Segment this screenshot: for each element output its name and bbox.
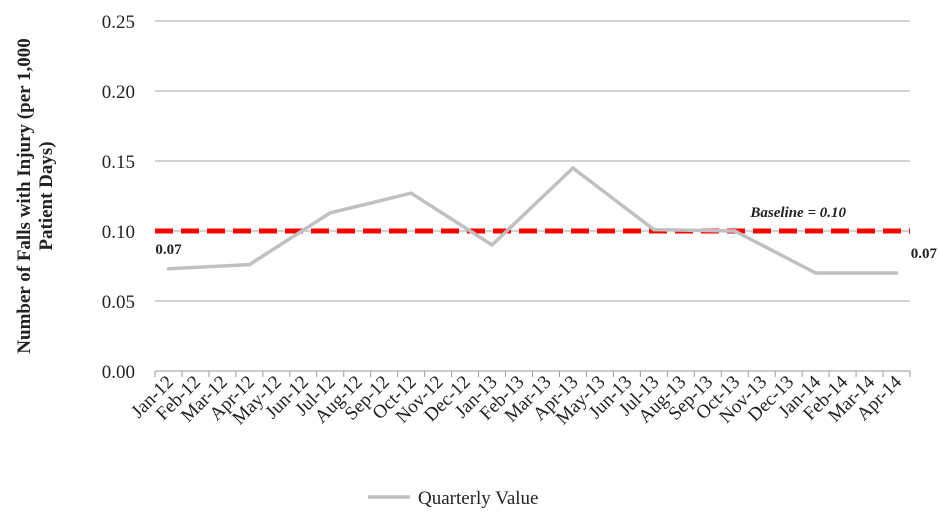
- y-axis-label: Number of Falls with Injury (per 1,000 Pa…: [14, 38, 57, 353]
- y-tick-label: 0.00: [102, 362, 135, 383]
- data-point: [652, 227, 656, 232]
- data-point: [813, 271, 818, 275]
- data-point: [894, 271, 899, 275]
- data-point: [247, 262, 252, 267]
- legend-label: Quarterly Value: [418, 488, 538, 509]
- y-tick-labels: 0.00 0.05 0.10 0.15 0.20 0.25: [102, 12, 135, 383]
- y-tick-label: 0.05: [102, 292, 135, 313]
- y-tick-label: 0.20: [102, 82, 135, 103]
- annotations: 0.07 0.07: [155, 242, 937, 262]
- data-point: [490, 243, 494, 247]
- legend: Quarterly Value: [368, 488, 538, 509]
- y-tick-label: 0.10: [102, 222, 135, 243]
- baseline-group: Baseline = 0.10: [155, 205, 910, 234]
- y-tick-label: 0.15: [102, 152, 135, 173]
- data-point: [409, 191, 413, 195]
- x-tick-labels: Jan-12Feb-12Mar-12Apr-12May-12Jun-12Jul-…: [127, 371, 911, 429]
- data-point: [732, 229, 737, 233]
- data-label: 0.07: [911, 246, 938, 262]
- y-tick-label: 0.25: [102, 12, 135, 33]
- baseline-label: Baseline = 0.10: [749, 205, 846, 221]
- data-point: [166, 267, 171, 271]
- gridlines: [155, 20, 910, 302]
- data-label: 0.07: [155, 242, 182, 258]
- y-axis-label-line: Patient Days): [36, 141, 57, 250]
- data-point: [571, 166, 575, 170]
- y-axis-label-line: Number of Falls with Injury (per 1,000: [14, 38, 35, 353]
- data-point: [328, 211, 333, 215]
- series-group: [166, 166, 899, 275]
- series-line: [168, 166, 897, 275]
